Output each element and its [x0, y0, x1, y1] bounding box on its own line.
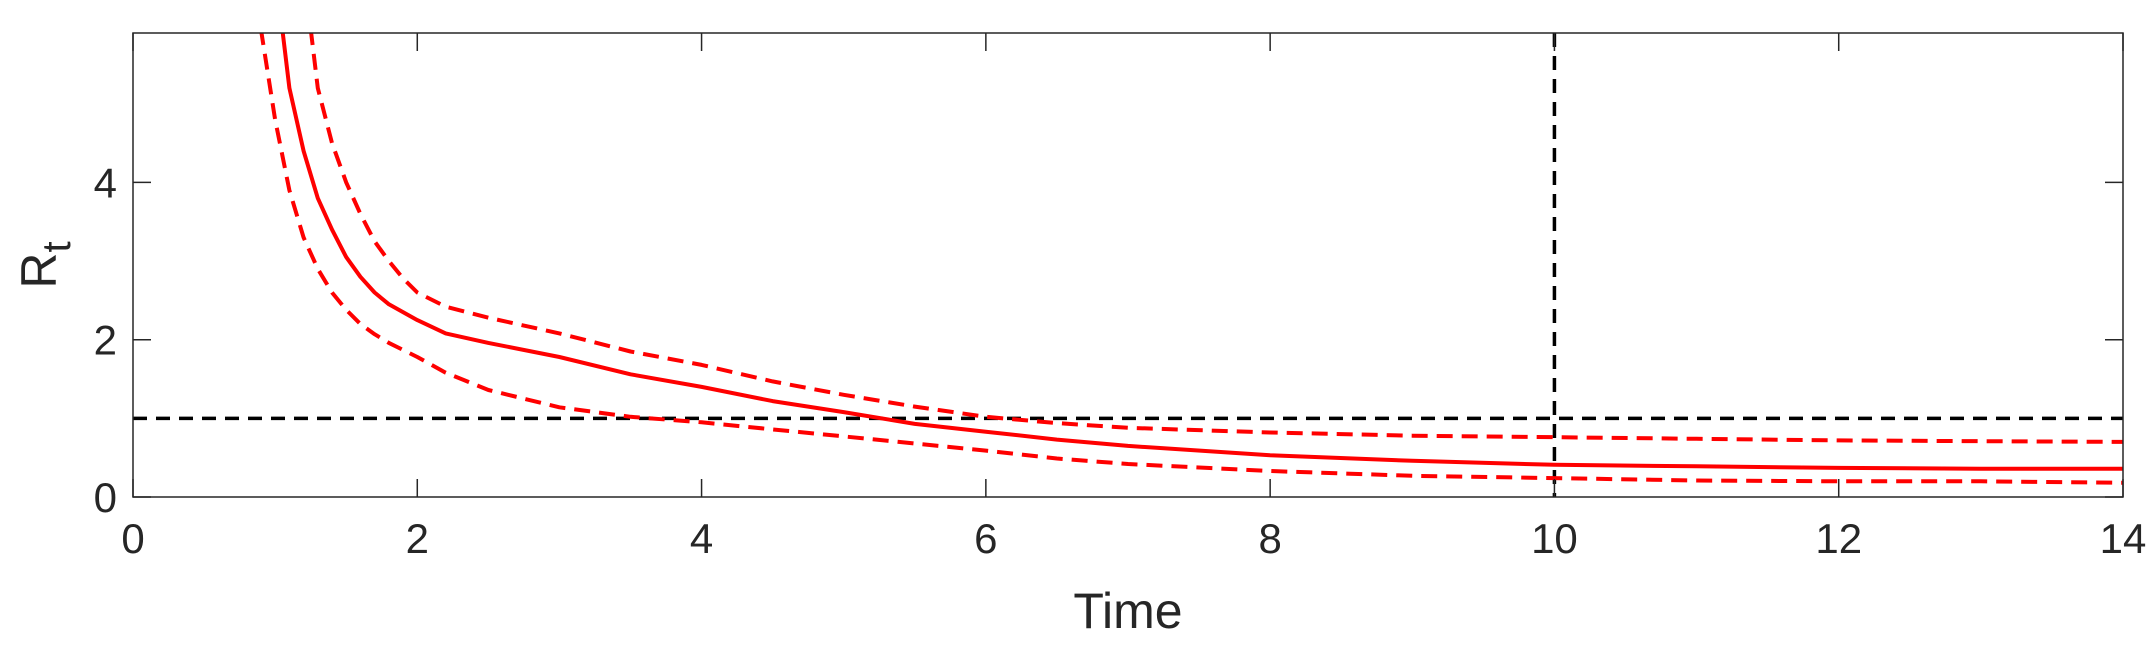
x-tick-label: 0 — [121, 515, 144, 562]
series-line-1-solid — [280, 33, 2123, 471]
reference-lines — [133, 33, 2123, 497]
x-tick-label: 4 — [690, 515, 713, 562]
y-axis-label-subscript: t — [35, 241, 79, 252]
x-tick-label: 14 — [2100, 515, 2147, 562]
y-axis-label: Rt — [11, 241, 79, 288]
y-axis-label-main: R — [11, 253, 67, 289]
y-tick-label: 4 — [94, 159, 117, 206]
x-tick-label: 2 — [406, 515, 429, 562]
series-layer — [259, 33, 2123, 485]
y-tick-label: 2 — [94, 317, 117, 364]
x-tick-label: 8 — [1258, 515, 1281, 562]
x-tick-label: 10 — [1531, 515, 1578, 562]
x-tick-label: 12 — [1815, 515, 1862, 562]
y-tick-label: 0 — [94, 474, 117, 521]
x-axis-label: Time — [1073, 583, 1182, 639]
series-line-2-dashed — [309, 33, 2123, 444]
axes-box — [132, 32, 2124, 498]
plot-area — [133, 33, 2123, 497]
axis-ticks: 0 2 4 6 8 10 12 14 0 2 4 — [94, 33, 2147, 562]
series-line-3-dashed — [259, 33, 2123, 485]
x-tick-label: 6 — [974, 515, 997, 562]
